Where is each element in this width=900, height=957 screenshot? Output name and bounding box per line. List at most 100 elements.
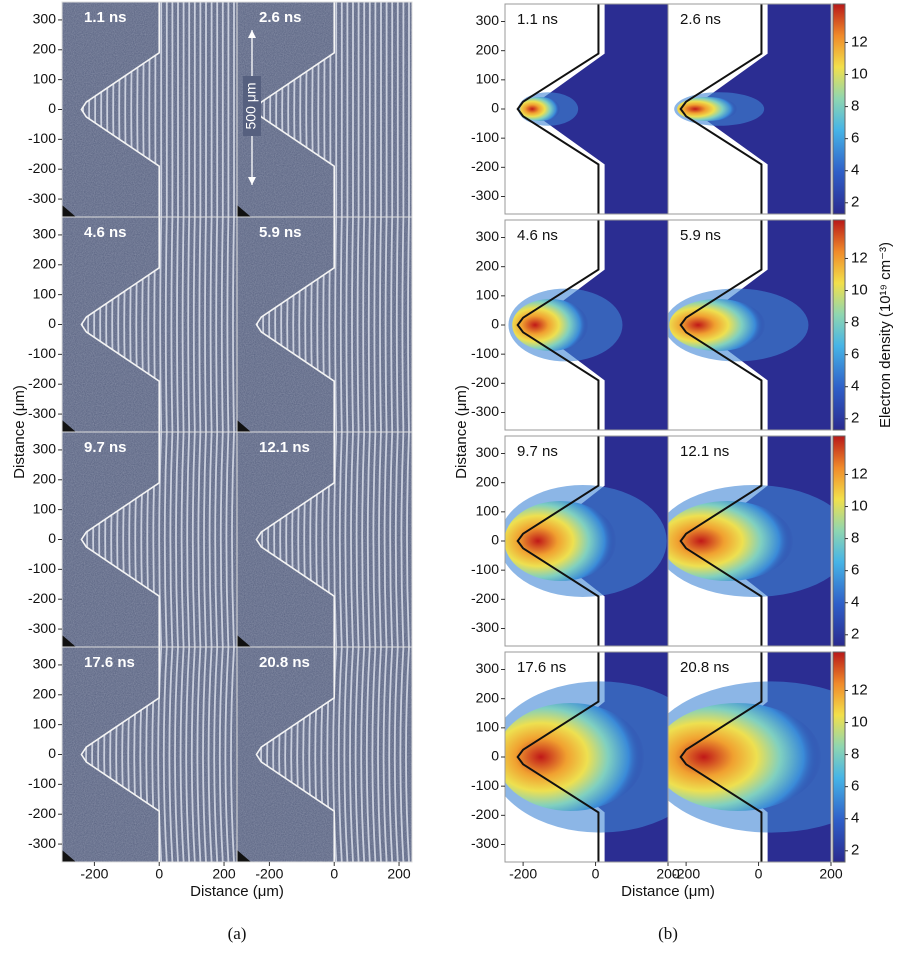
y-tick-label: -200 bbox=[471, 374, 499, 390]
fringe bbox=[194, 217, 195, 432]
plot-cell bbox=[505, 220, 668, 430]
plot-cell bbox=[59, 2, 237, 217]
fringe bbox=[391, 217, 392, 432]
colorbar bbox=[833, 436, 845, 646]
y-tick-label: 300 bbox=[476, 444, 500, 460]
colorbar-tick-label: 10 bbox=[851, 498, 868, 515]
fringe bbox=[216, 217, 217, 432]
plot-cell bbox=[655, 436, 853, 646]
fringe bbox=[166, 217, 167, 432]
plot-cell bbox=[499, 436, 668, 646]
fringe bbox=[352, 217, 353, 432]
density-blob bbox=[669, 299, 765, 351]
x-tick-label: 0 bbox=[755, 866, 763, 882]
time-label: 2.6 ns bbox=[259, 9, 302, 26]
y-tick-label: 200 bbox=[476, 41, 500, 57]
y-tick-label: 100 bbox=[33, 70, 57, 86]
y-tick-label: -100 bbox=[28, 560, 56, 576]
colorbar-tick-label: 8 bbox=[851, 530, 859, 547]
colorbar bbox=[833, 652, 845, 862]
y-tick-label: 0 bbox=[491, 316, 499, 332]
fringe bbox=[160, 217, 161, 432]
x-tick-label: -200 bbox=[80, 866, 108, 882]
x-tick-label: 200 bbox=[819, 866, 843, 882]
time-label: 9.7 ns bbox=[84, 439, 127, 456]
colorbar bbox=[833, 4, 845, 214]
y-tick-label: 100 bbox=[33, 715, 57, 731]
time-label: 1.1 ns bbox=[517, 11, 558, 28]
density-blob bbox=[653, 703, 821, 811]
colorbar-tick-label: 6 bbox=[851, 346, 859, 363]
x-tick-label: 200 bbox=[212, 866, 236, 882]
y-axis-label: Distance (μm) bbox=[11, 385, 28, 479]
y-tick-label: -100 bbox=[471, 561, 499, 577]
colorbar-tick-label: 6 bbox=[851, 562, 859, 579]
y-tick-label: 0 bbox=[48, 100, 56, 116]
time-label: 12.1 ns bbox=[259, 439, 310, 456]
y-tick-label: 300 bbox=[33, 226, 57, 242]
y-tick-label: 0 bbox=[491, 532, 499, 548]
plot-cell bbox=[231, 647, 412, 862]
time-label: 4.6 ns bbox=[517, 227, 558, 244]
y-tick-label: -300 bbox=[471, 835, 499, 851]
x-tick-label: 0 bbox=[592, 866, 600, 882]
plot-cell bbox=[505, 4, 668, 214]
y-tick-label: 200 bbox=[33, 40, 57, 56]
y-tick-label: -100 bbox=[28, 130, 56, 146]
plot-cell bbox=[664, 220, 831, 430]
time-label: 1.1 ns bbox=[84, 9, 127, 26]
y-tick-label: -100 bbox=[471, 129, 499, 145]
scale-annotation: 500 μm bbox=[243, 83, 259, 130]
x-tick-label: -200 bbox=[255, 866, 283, 882]
time-label: 5.9 ns bbox=[680, 227, 721, 244]
colorbar-tick-label: 6 bbox=[851, 778, 859, 795]
y-tick-label: 300 bbox=[33, 441, 57, 457]
y-tick-label: 100 bbox=[476, 71, 500, 87]
fringe bbox=[369, 217, 370, 432]
y-tick-label: -300 bbox=[471, 187, 499, 203]
colorbar-tick-label: 2 bbox=[851, 410, 859, 427]
colorbar-tick-label: 4 bbox=[851, 378, 859, 395]
fringe bbox=[222, 217, 223, 432]
x-tick-label: -200 bbox=[509, 866, 537, 882]
y-tick-label: 0 bbox=[48, 745, 56, 761]
fringe bbox=[233, 217, 234, 432]
colorbar-label: Electron density (10¹⁹ cm⁻³) bbox=[877, 242, 894, 428]
y-tick-label: 0 bbox=[491, 748, 499, 764]
colorbar-tick-label: 2 bbox=[851, 626, 859, 643]
fringe bbox=[227, 217, 228, 432]
y-tick-label: -200 bbox=[28, 375, 56, 391]
x-tick-label: 0 bbox=[330, 866, 338, 882]
y-tick-label: -200 bbox=[28, 590, 56, 606]
colorbar-tick-label: 4 bbox=[851, 162, 859, 179]
y-tick-label: 0 bbox=[48, 315, 56, 331]
y-tick-label: -100 bbox=[28, 345, 56, 361]
colorbar-tick-label: 6 bbox=[851, 130, 859, 147]
y-tick-label: 200 bbox=[476, 473, 500, 489]
colorbar-tick-label: 8 bbox=[851, 314, 859, 331]
fringe bbox=[346, 217, 347, 432]
y-tick-label: -100 bbox=[28, 775, 56, 791]
plot-cell bbox=[668, 4, 831, 214]
colorbar-tick-label: 12 bbox=[851, 33, 868, 50]
colorbar-tick-label: 10 bbox=[851, 282, 868, 299]
y-tick-label: -100 bbox=[471, 345, 499, 361]
time-label: 20.8 ns bbox=[259, 654, 310, 671]
x-axis-label: Distance (μm) bbox=[190, 883, 284, 900]
panel-caption: (a) bbox=[228, 924, 247, 943]
time-label: 2.6 ns bbox=[680, 11, 721, 28]
y-tick-label: -200 bbox=[471, 806, 499, 822]
colorbar-tick-label: 12 bbox=[851, 681, 868, 698]
y-tick-label: -200 bbox=[28, 805, 56, 821]
fringe bbox=[374, 217, 375, 432]
fringe bbox=[335, 217, 336, 432]
y-tick-label: 200 bbox=[476, 257, 500, 273]
y-tick-label: 100 bbox=[33, 285, 57, 301]
colorbar-tick-label: 4 bbox=[851, 594, 859, 611]
density-blob bbox=[504, 501, 616, 581]
y-tick-label: 200 bbox=[476, 689, 500, 705]
colorbar-tick-label: 2 bbox=[851, 194, 859, 211]
x-tick-label: -200 bbox=[672, 866, 700, 882]
y-tick-label: 100 bbox=[476, 287, 500, 303]
colorbar-tick-label: 12 bbox=[851, 465, 868, 482]
